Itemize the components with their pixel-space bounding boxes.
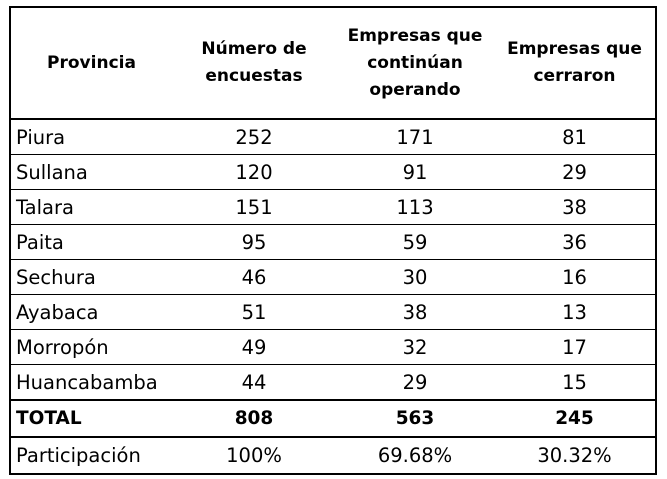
cell-cerraron: 17 [494,329,656,365]
cell-provincia: Piura [10,119,172,155]
cell-operando: 29 [336,364,494,401]
participacion-operando: 69.68% [377,444,453,467]
header-empresas-cerraron: Empresas que cerraron [494,7,656,120]
cell-encuestas: 49 [172,329,336,365]
province-survey-table: Provincia Número de encuestas Empresas q… [9,6,657,475]
table-row: Talara 151 113 38 [10,189,656,225]
cell-operando: 38 [336,294,494,330]
cell-cerraron: 29 [494,154,656,190]
table-row: Huancabamba 44 29 15 [10,364,656,401]
cell-provincia: Sechura [10,259,172,295]
cell-encuestas: 95 [172,224,336,260]
cell-provincia: Ayabaca [10,294,172,330]
cell-encuestas: 151 [172,189,336,225]
participacion-cerraron: 30.32% [537,444,612,467]
participacion-label: Participación [16,444,141,467]
cell-operando: 59 [336,224,494,260]
header-provincia: Provincia [10,7,172,120]
participacion-encuestas: 100% [226,444,282,467]
cell-cerraron: 16 [494,259,656,295]
table-row: Sechura 46 30 16 [10,259,656,295]
cell-encuestas: 44 [172,364,336,401]
header-numero-encuestas: Número de encuestas [172,7,336,120]
cell-cerraron: 13 [494,294,656,330]
table-row: Sullana 120 91 29 [10,154,656,190]
participacion-row: Participación 100% 69.68% 30.32% [10,437,656,474]
table-row: Morropón 49 32 17 [10,329,656,365]
cell-operando: 32 [336,329,494,365]
cell-cerraron: 15 [494,364,656,401]
header-empresas-operando: Empresas que continúan operando [336,7,494,120]
cell-encuestas: 252 [172,119,336,155]
total-cerraron: 245 [494,399,656,438]
cell-provincia: Morropón [10,329,172,365]
total-encuestas: 808 [172,399,336,438]
total-operando: 563 [336,399,494,438]
cell-operando: 91 [336,154,494,190]
table-row: Piura 252 171 81 [10,119,656,155]
cell-operando: 171 [336,119,494,155]
table-row: Ayabaca 51 38 13 [10,294,656,330]
cell-operando: 30 [336,259,494,295]
cell-provincia: Talara [10,189,172,225]
cell-provincia: Paita [10,224,172,260]
cell-operando: 113 [336,189,494,225]
cell-cerraron: 36 [494,224,656,260]
cell-encuestas: 46 [172,259,336,295]
cell-provincia: Huancabamba [10,364,172,401]
cell-provincia: Sullana [10,154,172,190]
table-row: Paita 95 59 36 [10,224,656,260]
header-row: Provincia Número de encuestas Empresas q… [10,7,656,120]
total-row: TOTAL 808 563 245 [10,399,656,438]
cell-cerraron: 38 [494,189,656,225]
cell-encuestas: 120 [172,154,336,190]
cell-encuestas: 51 [172,294,336,330]
cell-cerraron: 81 [494,119,656,155]
total-label: TOTAL [10,399,172,438]
